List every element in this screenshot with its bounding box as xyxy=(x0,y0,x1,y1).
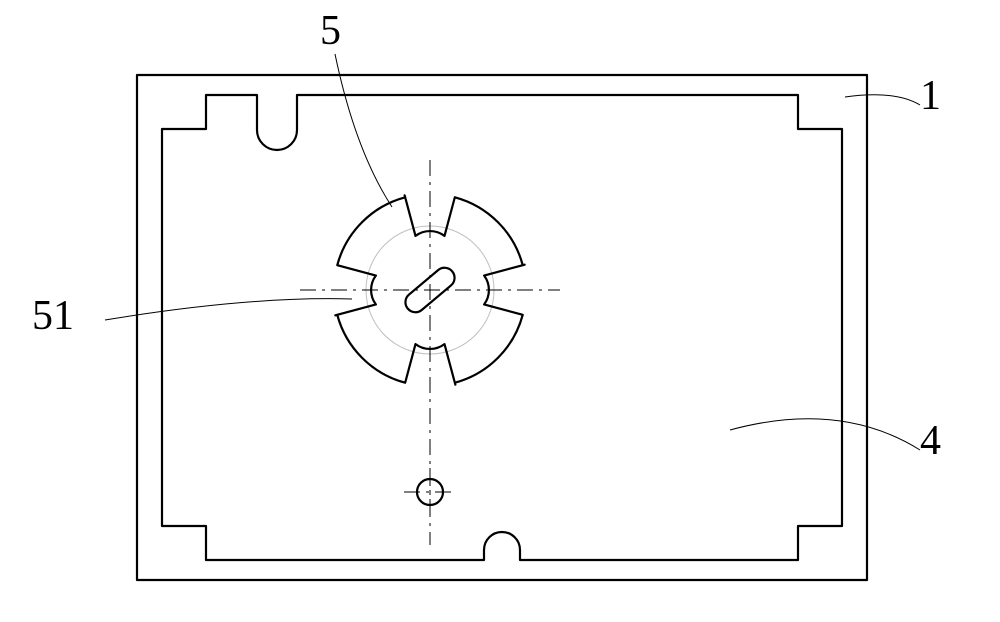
leader-4 xyxy=(730,419,920,450)
callout-label-51: 51 xyxy=(32,295,74,337)
inner-outline xyxy=(162,95,842,560)
leader-5 xyxy=(335,54,392,207)
leader-51 xyxy=(105,299,352,320)
callout-label-1: 1 xyxy=(920,75,941,117)
callout-label-5: 5 xyxy=(320,10,341,52)
diagram-svg xyxy=(0,0,1000,622)
callout-label-4: 4 xyxy=(920,420,941,462)
leader-1 xyxy=(845,95,920,105)
diagram-stage: 5 1 51 4 xyxy=(0,0,1000,622)
